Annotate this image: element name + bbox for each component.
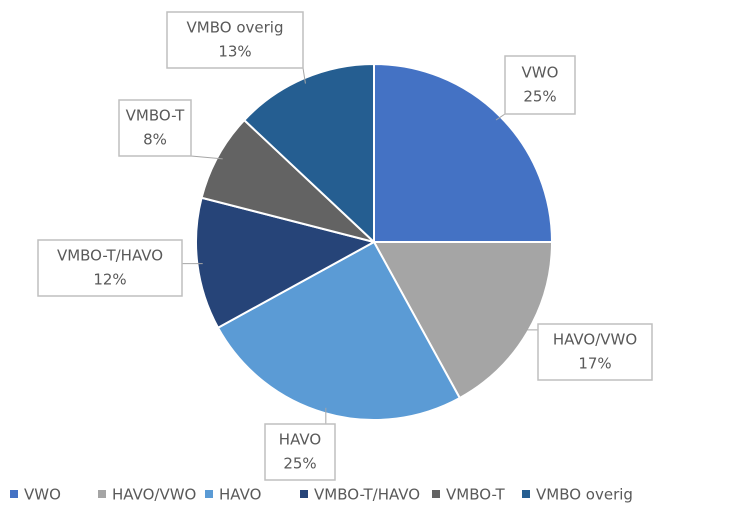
legend-label: VMBO overig bbox=[536, 486, 633, 504]
pie-slice bbox=[242, 62, 375, 245]
label-box bbox=[264, 423, 336, 481]
leader-line bbox=[190, 155, 223, 160]
legend-label: VMBO-T/HAVO bbox=[314, 486, 420, 504]
pie-slice bbox=[216, 240, 462, 421]
data-label-name: VMBO-T bbox=[126, 107, 185, 125]
data-label-name: VMBO-T/HAVO bbox=[57, 247, 163, 265]
legend-swatch bbox=[98, 490, 106, 498]
data-label: 12% bbox=[93, 271, 126, 289]
legend-label: VWO bbox=[24, 486, 61, 504]
data-label: 25% bbox=[283, 455, 316, 473]
data-label-name: VWO bbox=[522, 64, 559, 82]
legend-label: VMBO-T bbox=[446, 486, 505, 504]
data-label-name: HAVO bbox=[279, 431, 321, 449]
leader-line bbox=[302, 67, 306, 84]
pie-slice bbox=[372, 241, 554, 400]
legend-swatch bbox=[10, 490, 18, 498]
data-label: 8% bbox=[143, 131, 167, 149]
pie-slice bbox=[200, 118, 375, 243]
legend-swatch bbox=[300, 490, 308, 498]
label-box bbox=[504, 55, 576, 115]
data-label-name: VMBO overig bbox=[187, 19, 284, 37]
pie-slice bbox=[373, 62, 554, 243]
label-box bbox=[37, 239, 183, 297]
leader-line bbox=[495, 113, 506, 121]
data-label-name: HAVO/VWO bbox=[553, 331, 637, 349]
label-box bbox=[166, 11, 304, 69]
data-label: 13% bbox=[218, 43, 251, 61]
label-box bbox=[118, 99, 192, 157]
data-label: 17% bbox=[578, 355, 611, 373]
label-box bbox=[537, 323, 653, 381]
legend-label: HAVO bbox=[219, 486, 261, 504]
legend-label: HAVO/VWO bbox=[112, 486, 196, 504]
legend-swatch bbox=[432, 490, 440, 498]
data-label: 25% bbox=[523, 88, 556, 106]
legend-swatch bbox=[205, 490, 213, 498]
pie-slice bbox=[195, 196, 377, 330]
legend-swatch bbox=[522, 490, 530, 498]
